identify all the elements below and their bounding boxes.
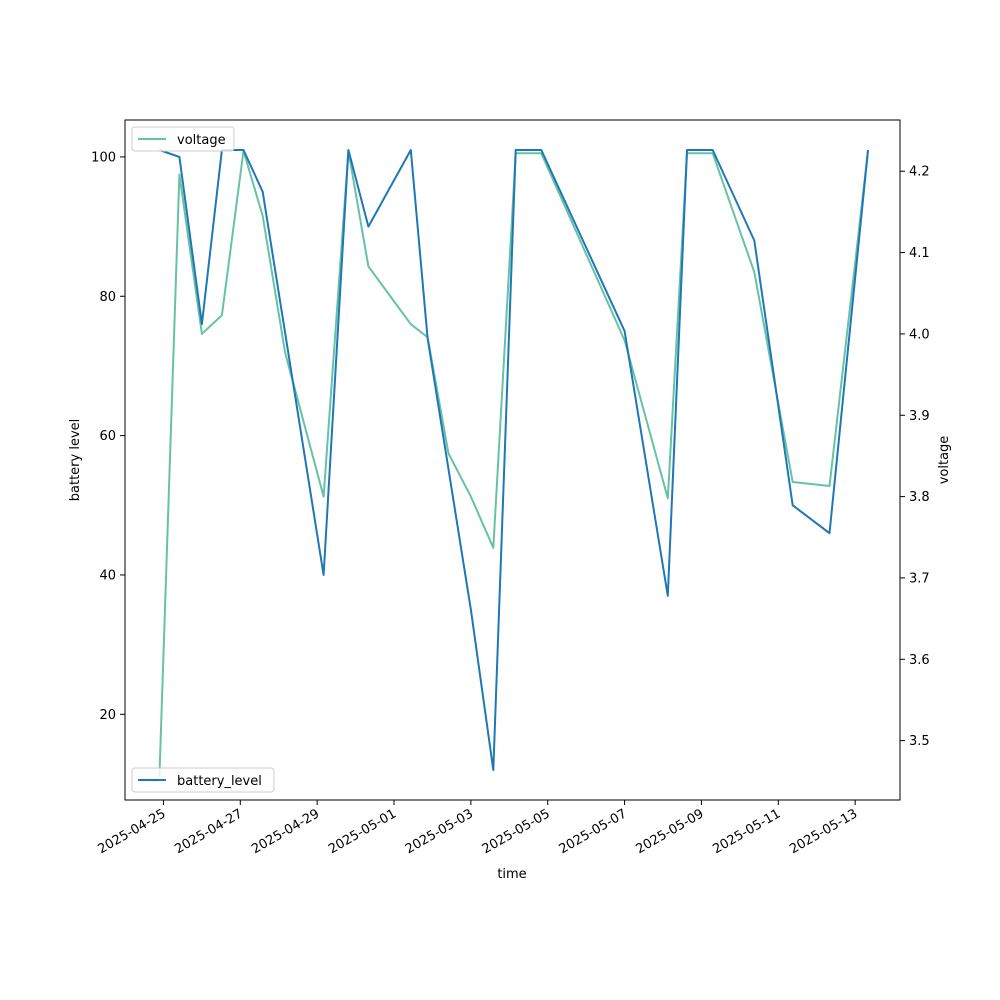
right-tick-label: 3.5 (909, 734, 930, 749)
left-tick-label: 80 (99, 290, 116, 305)
x-tick-label: 2025-04-25 (95, 806, 168, 857)
legend-voltage-label: voltage (177, 133, 226, 148)
left-tick-label: 20 (99, 708, 116, 723)
x-tick-label: 2025-04-27 (172, 806, 245, 857)
legend-battery-level-label: battery_level (177, 774, 262, 789)
x-tick-label: 2025-05-05 (480, 806, 553, 857)
right-axis-title: voltage (937, 436, 952, 485)
right-tick-label: 3.8 (909, 490, 930, 505)
right-tick-label: 4.1 (909, 246, 930, 261)
left-axis-title: battery level (68, 419, 83, 502)
series-line-voltage (158, 149, 869, 778)
left-axis-ticks: 20 40 60 80 100 (91, 150, 125, 723)
left-tick-label: 60 (99, 429, 116, 444)
x-tick-label: 2025-05-03 (403, 806, 476, 857)
x-axis-ticks: 2025-04-25 2025-04-27 2025-04-29 2025-05-01… (95, 800, 860, 857)
x-tick-label: 2025-04-29 (249, 806, 322, 857)
right-tick-label: 3.6 (909, 653, 930, 668)
legend-voltage: voltage (131, 126, 235, 152)
x-tick-label: 2025-05-11 (710, 806, 783, 857)
series-line-battery-level (159, 149, 869, 771)
x-tick-label: 2025-05-07 (557, 806, 630, 857)
right-tick-label: 4.0 (909, 327, 930, 342)
plot-frame (124, 119, 901, 801)
right-axis-ticks: 3.5 3.6 3.7 3.8 3.9 4.0 4.1 4.2 (900, 165, 930, 749)
right-tick-label: 3.9 (909, 409, 930, 424)
x-tick-label: 2025-05-01 (326, 806, 399, 857)
series-layer (158, 149, 869, 778)
legend-battery-level: battery_level (131, 767, 275, 793)
x-axis-title: time (497, 867, 526, 882)
right-tick-label: 4.2 (909, 165, 930, 180)
right-tick-label: 3.7 (909, 571, 930, 586)
x-tick-label: 2025-05-13 (787, 806, 860, 857)
left-tick-label: 40 (99, 568, 116, 583)
x-tick-label: 2025-05-09 (634, 806, 707, 857)
left-tick-label: 100 (91, 150, 116, 165)
